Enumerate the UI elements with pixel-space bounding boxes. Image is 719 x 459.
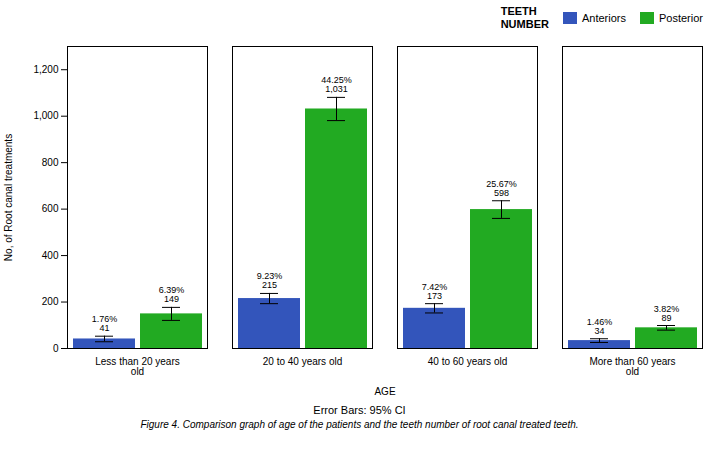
svg-text:1.76%41: 1.76%41 (92, 314, 118, 333)
svg-text:No, of Root canal treatments: No, of Root canal treatments (3, 134, 14, 261)
svg-text:9.23%215: 9.23%215 (257, 271, 283, 290)
svg-text:1,200: 1,200 (33, 64, 58, 75)
svg-text:More than 60 yearsold: More than 60 yearsold (589, 356, 675, 377)
svg-text:AGE: AGE (374, 386, 395, 397)
svg-text:3.82%89: 3.82%89 (654, 304, 680, 323)
svg-text:7.42%173: 7.42%173 (422, 282, 448, 301)
svg-text:Less than 20 yearsold: Less than 20 yearsold (95, 356, 180, 377)
svg-text:6.39%149: 6.39%149 (159, 285, 185, 304)
svg-text:20 to 40 years old: 20 to 40 years old (263, 356, 343, 367)
html-text:Figure 4. Comparison graph of: Figure 4. Comparison graph of age of the… (140, 419, 579, 430)
svg-text:44.25%1,031: 44.25%1,031 (321, 75, 352, 94)
svg-text:1,000: 1,000 (33, 110, 58, 121)
svg-text:40 to 60 years old: 40 to 60 years old (428, 356, 508, 367)
svg-text:25.67%598: 25.67%598 (486, 179, 517, 198)
svg-text:600: 600 (42, 203, 59, 214)
svg-text:200: 200 (42, 296, 59, 307)
html-text:Error Bars: 95% CI: Error Bars: 95% CI (313, 404, 406, 416)
svg-text:0: 0 (53, 343, 59, 354)
html-text:Posterior: Posterior (659, 12, 703, 24)
html-text:TEETH NUMBER: TEETH NUMBER (500, 5, 549, 30)
svg-text:1.46%34: 1.46%34 (587, 317, 613, 336)
svg-text:800: 800 (42, 157, 59, 168)
html-text:Anteriors: Anteriors (581, 12, 626, 24)
svg-text:400: 400 (42, 250, 59, 261)
